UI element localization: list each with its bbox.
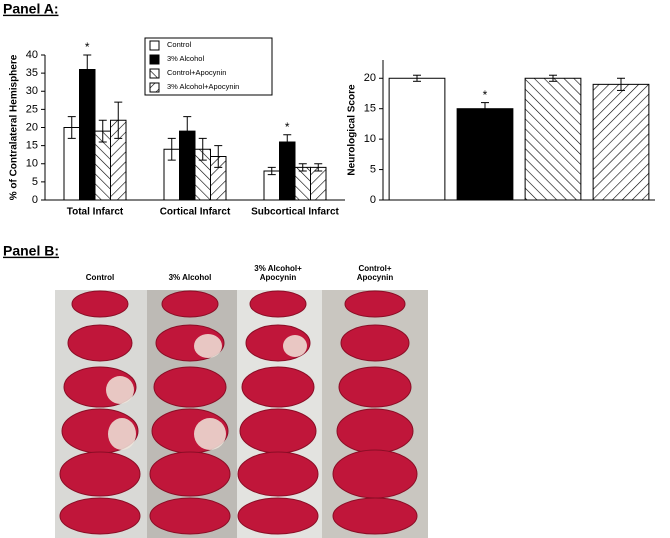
- column-label: Control: [86, 273, 114, 282]
- y-tick-label: 5: [370, 163, 376, 175]
- x-tick-label: Cortical Infarct: [160, 207, 231, 218]
- y-tick-label: 0: [32, 194, 38, 206]
- legend-swatch: [149, 54, 160, 65]
- bar: [456, 108, 514, 201]
- y-tick-label: 0: [370, 194, 376, 206]
- error-bar: [167, 137, 176, 161]
- error-bar: [83, 54, 92, 85]
- legend-swatch: [149, 68, 160, 79]
- column-label: 3% Alcohol+: [254, 264, 302, 273]
- bar: [388, 77, 446, 201]
- legend-label: 3% Alcohol+Apocynin: [167, 82, 239, 91]
- panel-label: Panel A:: [3, 1, 59, 17]
- bar: [524, 77, 582, 201]
- significance-mark: *: [483, 88, 488, 102]
- column-label: Apocynin: [260, 273, 297, 282]
- y-tick-label: 40: [26, 49, 38, 61]
- column-label: 3% Alcohol: [169, 273, 212, 282]
- error-bar: [114, 101, 123, 139]
- error-bar: [214, 145, 223, 168]
- error-bar: [183, 116, 192, 147]
- error-bar: [198, 137, 207, 161]
- error-bar: [98, 119, 107, 143]
- error-bar: [413, 74, 421, 82]
- error-bar: [549, 74, 557, 82]
- x-tick-label: Total Infarct: [67, 207, 124, 218]
- error-bar: [617, 77, 625, 91]
- panel-label: Panel B:: [3, 243, 59, 259]
- bar: [294, 166, 311, 201]
- y-tick-label: 15: [364, 103, 376, 115]
- legend-box: [144, 37, 273, 96]
- y-tick-label: 20: [364, 72, 376, 84]
- bar: [279, 141, 296, 201]
- error-bar: [67, 116, 76, 139]
- y-tick-label: 15: [26, 140, 38, 152]
- bar: [310, 166, 327, 201]
- x-tick-label: Subcortical Infarct: [251, 207, 339, 218]
- legend-label: Control+Apocynin: [167, 68, 226, 77]
- column-label: Apocynin: [357, 273, 394, 282]
- bar: [592, 83, 650, 201]
- error-bar: [267, 166, 276, 176]
- y-tick-label: 25: [26, 103, 38, 115]
- legend-label: 3% Alcohol: [167, 54, 204, 63]
- bar: [263, 170, 280, 201]
- significance-mark: *: [285, 120, 290, 134]
- y-tick-label: 20: [26, 121, 38, 133]
- error-bar: [314, 163, 323, 172]
- column-label: Control+: [358, 264, 391, 273]
- y-tick-label: 10: [364, 133, 376, 145]
- y-tick-label: 35: [26, 67, 38, 79]
- y-tick-label: 5: [32, 176, 38, 188]
- significance-mark: *: [85, 40, 90, 54]
- y-tick-label: 30: [26, 85, 38, 97]
- bar: [79, 69, 96, 201]
- y-axis-label: % of Contralateral Hemisphere: [9, 54, 20, 200]
- brain-photo: [55, 290, 428, 538]
- legend-swatch: [149, 40, 160, 51]
- y-tick-label: 10: [26, 158, 38, 170]
- error-bar: [283, 134, 292, 150]
- error-bar: [298, 163, 307, 172]
- legend-swatch: [149, 82, 160, 93]
- error-bar: [481, 102, 489, 116]
- legend-label: Control: [167, 40, 192, 49]
- y-axis-label: Neurological Score: [347, 84, 358, 176]
